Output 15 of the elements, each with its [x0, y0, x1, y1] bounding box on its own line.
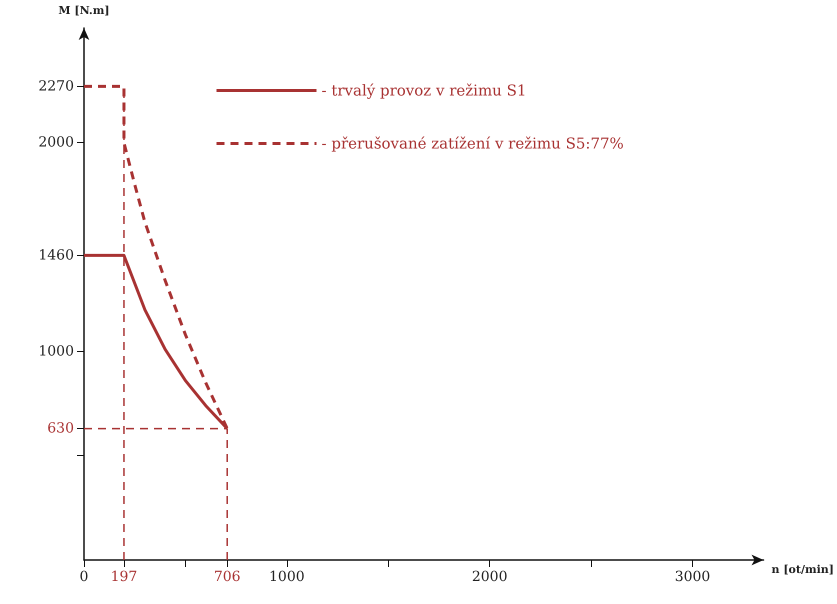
y-axis-title: M [N.m] — [58, 4, 110, 17]
x-tick-label: 0 — [80, 569, 88, 585]
text: - přerušované zatížení v režimu S5:77% — [322, 134, 624, 152]
x-tick-label: 1000 — [269, 569, 305, 585]
x-tick-label: 706 — [214, 569, 241, 585]
y-tick-label: 1460 — [38, 247, 74, 264]
y-tick-label: 1000 — [38, 343, 74, 360]
x-tick-label: 2000 — [472, 569, 508, 585]
x-tick-label: 197 — [110, 569, 138, 585]
y-tick-label: 2000 — [38, 134, 74, 151]
y-tick-label: 630 — [47, 420, 74, 437]
x-tick-label: 3000 — [674, 569, 710, 585]
y-tick-label: 2270 — [38, 78, 74, 94]
text: - trvalý provoz v režimu S1 — [322, 82, 526, 100]
x-axis-title: n [ot/min] — [772, 563, 834, 576]
